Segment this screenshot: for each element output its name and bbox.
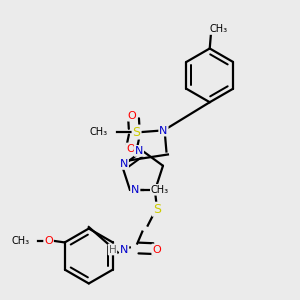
Text: N: N <box>135 146 143 156</box>
Text: N: N <box>120 244 128 254</box>
Text: O: O <box>152 244 161 254</box>
Text: S: S <box>133 126 141 139</box>
Text: N: N <box>120 159 128 169</box>
Text: O: O <box>128 111 136 121</box>
Text: CH₃: CH₃ <box>210 24 228 34</box>
Text: N: N <box>159 126 168 136</box>
Text: N: N <box>131 185 140 195</box>
Text: O: O <box>126 143 135 154</box>
Text: O: O <box>44 236 53 246</box>
Text: CH₃: CH₃ <box>11 236 29 246</box>
Text: CH₃: CH₃ <box>151 185 169 195</box>
Text: CH₃: CH₃ <box>89 127 107 137</box>
Text: H: H <box>109 244 116 254</box>
Text: S: S <box>153 203 161 216</box>
